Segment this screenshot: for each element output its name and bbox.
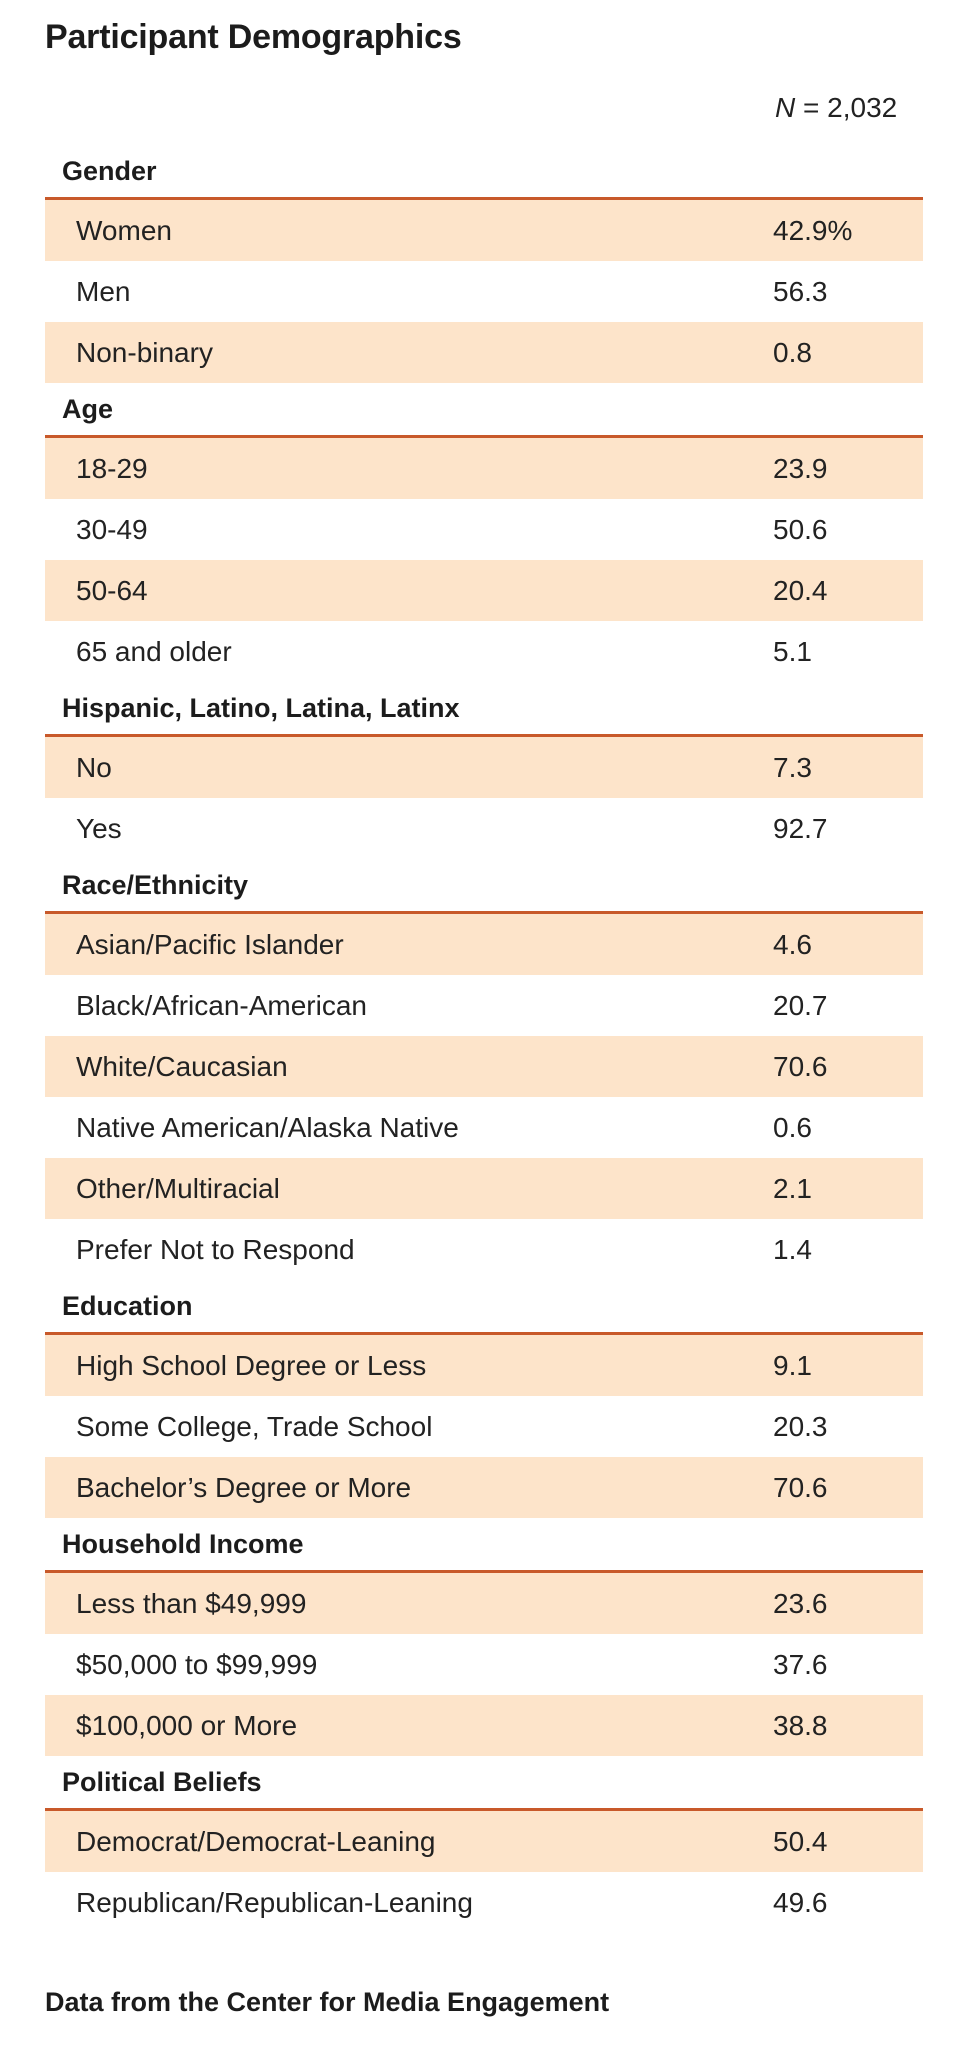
row-label: 30-49 — [76, 513, 148, 545]
row-value: 56.3 — [773, 275, 828, 307]
table-row: Less than $49,999 23.6 — [45, 1573, 923, 1634]
row-label: $50,000 to $99,999 — [76, 1648, 318, 1680]
row-label: 18-29 — [76, 452, 148, 484]
row-value: 23.6 — [773, 1587, 828, 1619]
row-label: Republican/Republican-Leaning — [76, 1886, 473, 1918]
table-row: Non-binary 0.8 — [45, 322, 923, 383]
row-value: 23.9 — [773, 452, 828, 484]
table-row: $50,000 to $99,999 37.6 — [45, 1634, 923, 1695]
table-row: 65 and older 5.1 — [45, 621, 923, 682]
row-label: Yes — [76, 812, 122, 844]
sample-size-label: N = 2,032 — [775, 92, 897, 124]
table-row: Women 42.9% — [45, 200, 923, 261]
row-label: Men — [76, 275, 131, 307]
row-value: 7.3 — [773, 751, 812, 783]
table-row: High School Degree or Less 9.1 — [45, 1335, 923, 1396]
row-value: 20.4 — [773, 574, 828, 606]
table-row: $100,000 or More 38.8 — [45, 1695, 923, 1756]
section-header: Political Beliefs — [45, 1756, 923, 1811]
row-value: 49.6 — [773, 1886, 828, 1918]
table-row: Some College, Trade School 20.3 — [45, 1396, 923, 1457]
row-label: High School Degree or Less — [76, 1349, 427, 1381]
section-header: Hispanic, Latino, Latina, Latinx — [45, 682, 923, 737]
row-label: $100,000 or More — [76, 1709, 298, 1741]
row-label: Women — [76, 214, 172, 246]
section-header: Race/Ethnicity — [45, 859, 923, 914]
row-value: 9.1 — [773, 1349, 812, 1381]
row-label: Non-binary — [76, 336, 213, 368]
row-label: 65 and older — [76, 635, 232, 667]
demographics-table: Gender Women 42.9% Men 56.3 Non-binary 0.8 Age 1… — [45, 145, 923, 1933]
section-header: Household Income — [45, 1518, 923, 1573]
table-row: Black/African-American 20.7 — [45, 975, 923, 1036]
table-row: Republican/Republican-Leaning 49.6 — [45, 1872, 923, 1933]
sample-size-value: = 2,032 — [795, 92, 898, 123]
row-label: White/Caucasian — [76, 1050, 288, 1082]
row-value: 0.6 — [773, 1111, 812, 1143]
row-label: Other/Multiracial — [76, 1172, 280, 1204]
table-row: No 7.3 — [45, 737, 923, 798]
row-value: 4.6 — [773, 928, 812, 960]
row-label: 50-64 — [76, 574, 148, 606]
row-label: Black/African-American — [76, 989, 367, 1021]
section-header: Age — [45, 383, 923, 438]
table-row: Men 56.3 — [45, 261, 923, 322]
table-row: White/Caucasian 70.6 — [45, 1036, 923, 1097]
table-row: 50-64 20.4 — [45, 560, 923, 621]
table-row: Other/Multiracial 2.1 — [45, 1158, 923, 1219]
row-value: 20.3 — [773, 1410, 828, 1442]
row-value: 50.6 — [773, 513, 828, 545]
source-footnote: Data from the Center for Media Engagemen… — [45, 1987, 610, 2017]
table-row: Democrat/Democrat-Leaning 50.4 — [45, 1811, 923, 1872]
row-value: 37.6 — [773, 1648, 828, 1680]
row-value: 70.6 — [773, 1050, 828, 1082]
page-title: Participant Demographics — [45, 18, 462, 56]
row-value: 42.9% — [773, 214, 853, 246]
row-label: Asian/Pacific Islander — [76, 928, 344, 960]
row-value: 1.4 — [773, 1233, 812, 1265]
section-header: Gender — [45, 145, 923, 200]
table-row: Asian/Pacific Islander 4.6 — [45, 914, 923, 975]
table-row: Bachelor’s Degree or More 70.6 — [45, 1457, 923, 1518]
row-value: 2.1 — [773, 1172, 812, 1204]
row-label: No — [76, 751, 112, 783]
row-label: Bachelor’s Degree or More — [76, 1471, 412, 1503]
row-label: Some College, Trade School — [76, 1410, 433, 1442]
table-row: Prefer Not to Respond 1.4 — [45, 1219, 923, 1280]
row-value: 5.1 — [773, 635, 812, 667]
row-value: 0.8 — [773, 336, 812, 368]
sample-size-symbol: N — [775, 92, 796, 123]
row-label: Less than $49,999 — [76, 1587, 307, 1619]
table-row: 18-29 23.9 — [45, 438, 923, 499]
row-value: 38.8 — [773, 1709, 828, 1741]
row-label: Democrat/Democrat-Leaning — [76, 1825, 436, 1857]
section-header: Education — [45, 1280, 923, 1335]
table-row: Native American/Alaska Native 0.6 — [45, 1097, 923, 1158]
row-value: 92.7 — [773, 812, 828, 844]
row-label: Native American/Alaska Native — [76, 1111, 459, 1143]
table-row: 30-49 50.6 — [45, 499, 923, 560]
row-value: 70.6 — [773, 1471, 828, 1503]
table-row: Yes 92.7 — [45, 798, 923, 859]
row-label: Prefer Not to Respond — [76, 1233, 355, 1265]
row-value: 50.4 — [773, 1825, 828, 1857]
row-value: 20.7 — [773, 989, 828, 1021]
